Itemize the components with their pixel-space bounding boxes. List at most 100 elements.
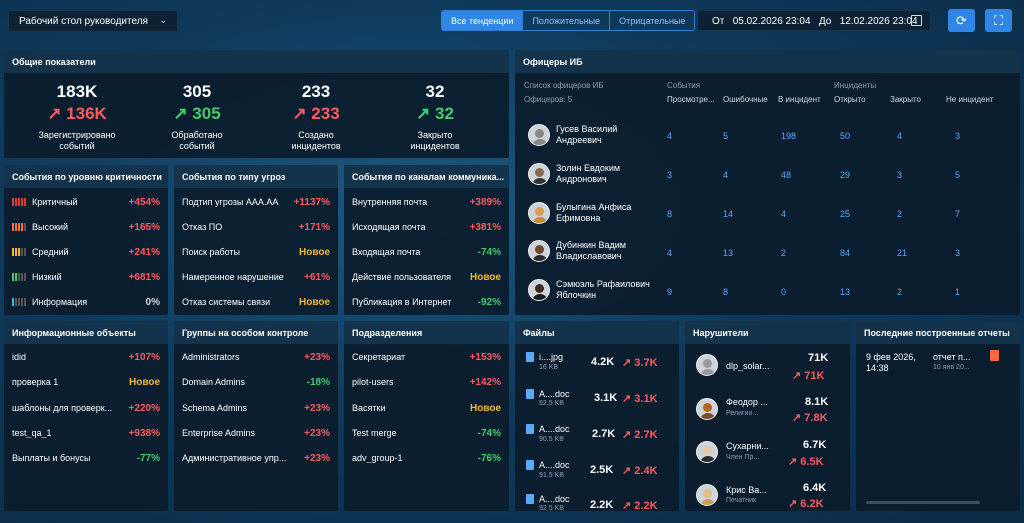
list-item[interactable]: Enterprise Admins +23% [182, 426, 330, 440]
tab-negative[interactable]: Отрицательные [609, 11, 694, 30]
list-item[interactable]: проверка 1 Новое [12, 375, 160, 389]
kpi-caption-line2: инцидентов [291, 141, 341, 151]
cell-value[interactable]: 5 [955, 170, 961, 180]
row-value: +153% [469, 351, 501, 363]
cell-value[interactable]: 7 [955, 209, 961, 219]
cell-value[interactable]: 21 [897, 248, 908, 258]
list-item[interactable]: test_qa_1 +938% [12, 426, 160, 440]
list-item[interactable]: Низкий +681% [12, 270, 160, 284]
file-delta-value: 2.4K [634, 465, 658, 477]
cell-value[interactable]: 4 [667, 131, 673, 141]
cell-value[interactable]: 48 [781, 170, 792, 180]
list-item[interactable]: Высокий +165% [12, 220, 160, 234]
list-item[interactable]: Отказ системы связи Новое [182, 295, 330, 309]
trend-up-icon: ↗ [173, 104, 193, 123]
list-item[interactable]: Публикация в Интернет -92% [352, 295, 501, 309]
list-item[interactable]: Входящая почта -74% [352, 245, 501, 259]
col-closed[interactable]: Закрыто [890, 95, 922, 104]
list-item[interactable]: Domain Admins -18% [182, 375, 330, 389]
file-delta-value: 3.7K [634, 357, 658, 369]
cell-value[interactable]: 29 [840, 170, 851, 180]
row-label: Информация [32, 297, 88, 307]
cell-value[interactable]: 13 [840, 287, 851, 297]
list-item[interactable]: Намеренное нарушение +61% [182, 270, 330, 284]
list-item[interactable]: pilot-users +142% [352, 375, 501, 389]
cell-value[interactable]: 2 [897, 287, 903, 297]
col-not-incident[interactable]: Не инцидент [946, 95, 994, 104]
col-viewed[interactable]: Просмотре... [667, 95, 715, 104]
cell-value[interactable]: 13 [723, 248, 734, 258]
violator-name: Крис Ва... [726, 485, 767, 495]
workspace-select[interactable]: Рабочий стол руководителя ⌄ [8, 10, 178, 32]
list-item[interactable]: Административное упр... +23% [182, 451, 330, 465]
row-value: +23% [304, 402, 330, 414]
cell-value[interactable]: 4 [781, 209, 787, 219]
list-item[interactable]: idid +107% [12, 350, 160, 364]
row-label: Васятки [352, 403, 386, 413]
cell-value[interactable]: 4 [667, 248, 673, 258]
row-label: Schema Admins [182, 403, 248, 413]
cell-value[interactable]: 3 [897, 170, 903, 180]
cell-value[interactable]: 2 [781, 248, 787, 258]
cell-value[interactable]: 1 [955, 287, 961, 297]
col-to-incident[interactable]: В инцидент [778, 95, 821, 104]
col-false[interactable]: Ошибочные [723, 95, 768, 104]
trend-up-icon: ↗ [622, 393, 635, 405]
cell-value[interactable]: 50 [840, 131, 851, 141]
cell-value[interactable]: 4 [723, 170, 729, 180]
cell-value[interactable]: 4 [897, 131, 903, 141]
list-item[interactable]: Исходящая почта +381% [352, 220, 501, 234]
cell-value[interactable]: 3 [955, 248, 961, 258]
list-item[interactable]: Секретариат +153% [352, 350, 501, 364]
from-date: 05.02.2026 23:04 [732, 16, 811, 27]
list-item[interactable]: Средний +241% [12, 245, 160, 259]
tab-all-trends[interactable]: Все тенденции [442, 11, 523, 30]
cell-value[interactable]: 2 [897, 209, 903, 219]
list-item[interactable]: adv_group-1 -76% [352, 451, 501, 465]
cell-value[interactable]: 198 [781, 131, 797, 141]
list-item[interactable]: Подтип угрозы AAA.AA +1137% [182, 195, 330, 209]
row-value: Новое [298, 246, 330, 258]
list-item[interactable]: Действие пользователя Новое [352, 270, 501, 284]
row-value: +165% [128, 221, 160, 233]
cell-value[interactable]: 3 [955, 131, 961, 141]
row-value: +1137% [293, 196, 330, 208]
list-item[interactable]: Поиск работы Новое [182, 245, 330, 259]
list-item[interactable]: Васятки Новое [352, 401, 501, 415]
refresh-button[interactable]: ⟳ [948, 9, 975, 32]
cell-value[interactable]: 25 [840, 209, 851, 219]
officer-name: Сэмюэль Рафаилович Яблочкин [556, 279, 650, 301]
row-value: -74% [477, 246, 501, 258]
list-item[interactable]: Информация 0% [12, 295, 160, 309]
col-open[interactable]: Открыто [834, 95, 866, 104]
cell-value[interactable]: 5 [723, 131, 729, 141]
tab-positive[interactable]: Положительные [522, 11, 609, 30]
list-item[interactable]: Schema Admins +23% [182, 401, 330, 415]
file-name: A....doc [539, 424, 570, 434]
cell-value[interactable]: 84 [840, 248, 851, 258]
cell-value[interactable]: 8 [723, 287, 729, 297]
officer-name-line1: Булыгина Анфиса [556, 202, 632, 212]
row-value: Новое [469, 402, 501, 414]
list-item[interactable]: Administrators +23% [182, 350, 330, 364]
fullscreen-button[interactable]: ⛶ [985, 9, 1012, 32]
scrollbar[interactable] [866, 501, 980, 504]
cell-value[interactable]: 0 [781, 287, 787, 297]
violator-name: Феодор ... [726, 397, 768, 407]
list-item[interactable]: Внутренняя почта +389% [352, 195, 501, 209]
list-item[interactable]: Выплаты и бонусы -77% [12, 451, 160, 465]
list-item[interactable]: Test merge -74% [352, 426, 501, 440]
row-label: Высокий [32, 222, 69, 232]
violator-delta-value: 6.2K [800, 498, 824, 510]
report-date-line1: 9 фев 2026, [866, 352, 916, 362]
cell-value[interactable]: 9 [667, 287, 673, 297]
violator-delta: ↗ 6.5K [788, 455, 824, 468]
cell-value[interactable]: 3 [667, 170, 673, 180]
cell-value[interactable]: 14 [723, 209, 734, 219]
cell-value[interactable]: 8 [667, 209, 673, 219]
list-item[interactable]: шаблоны для проверк... +220% [12, 401, 160, 415]
date-range-picker[interactable]: От 05.02.2026 23:04 До 12.02.2026 23:04 [697, 10, 931, 31]
violator-count: 71K [808, 352, 829, 364]
list-item[interactable]: Критичный +454% [12, 195, 160, 209]
list-item[interactable]: Отказ ПО +171% [182, 220, 330, 234]
